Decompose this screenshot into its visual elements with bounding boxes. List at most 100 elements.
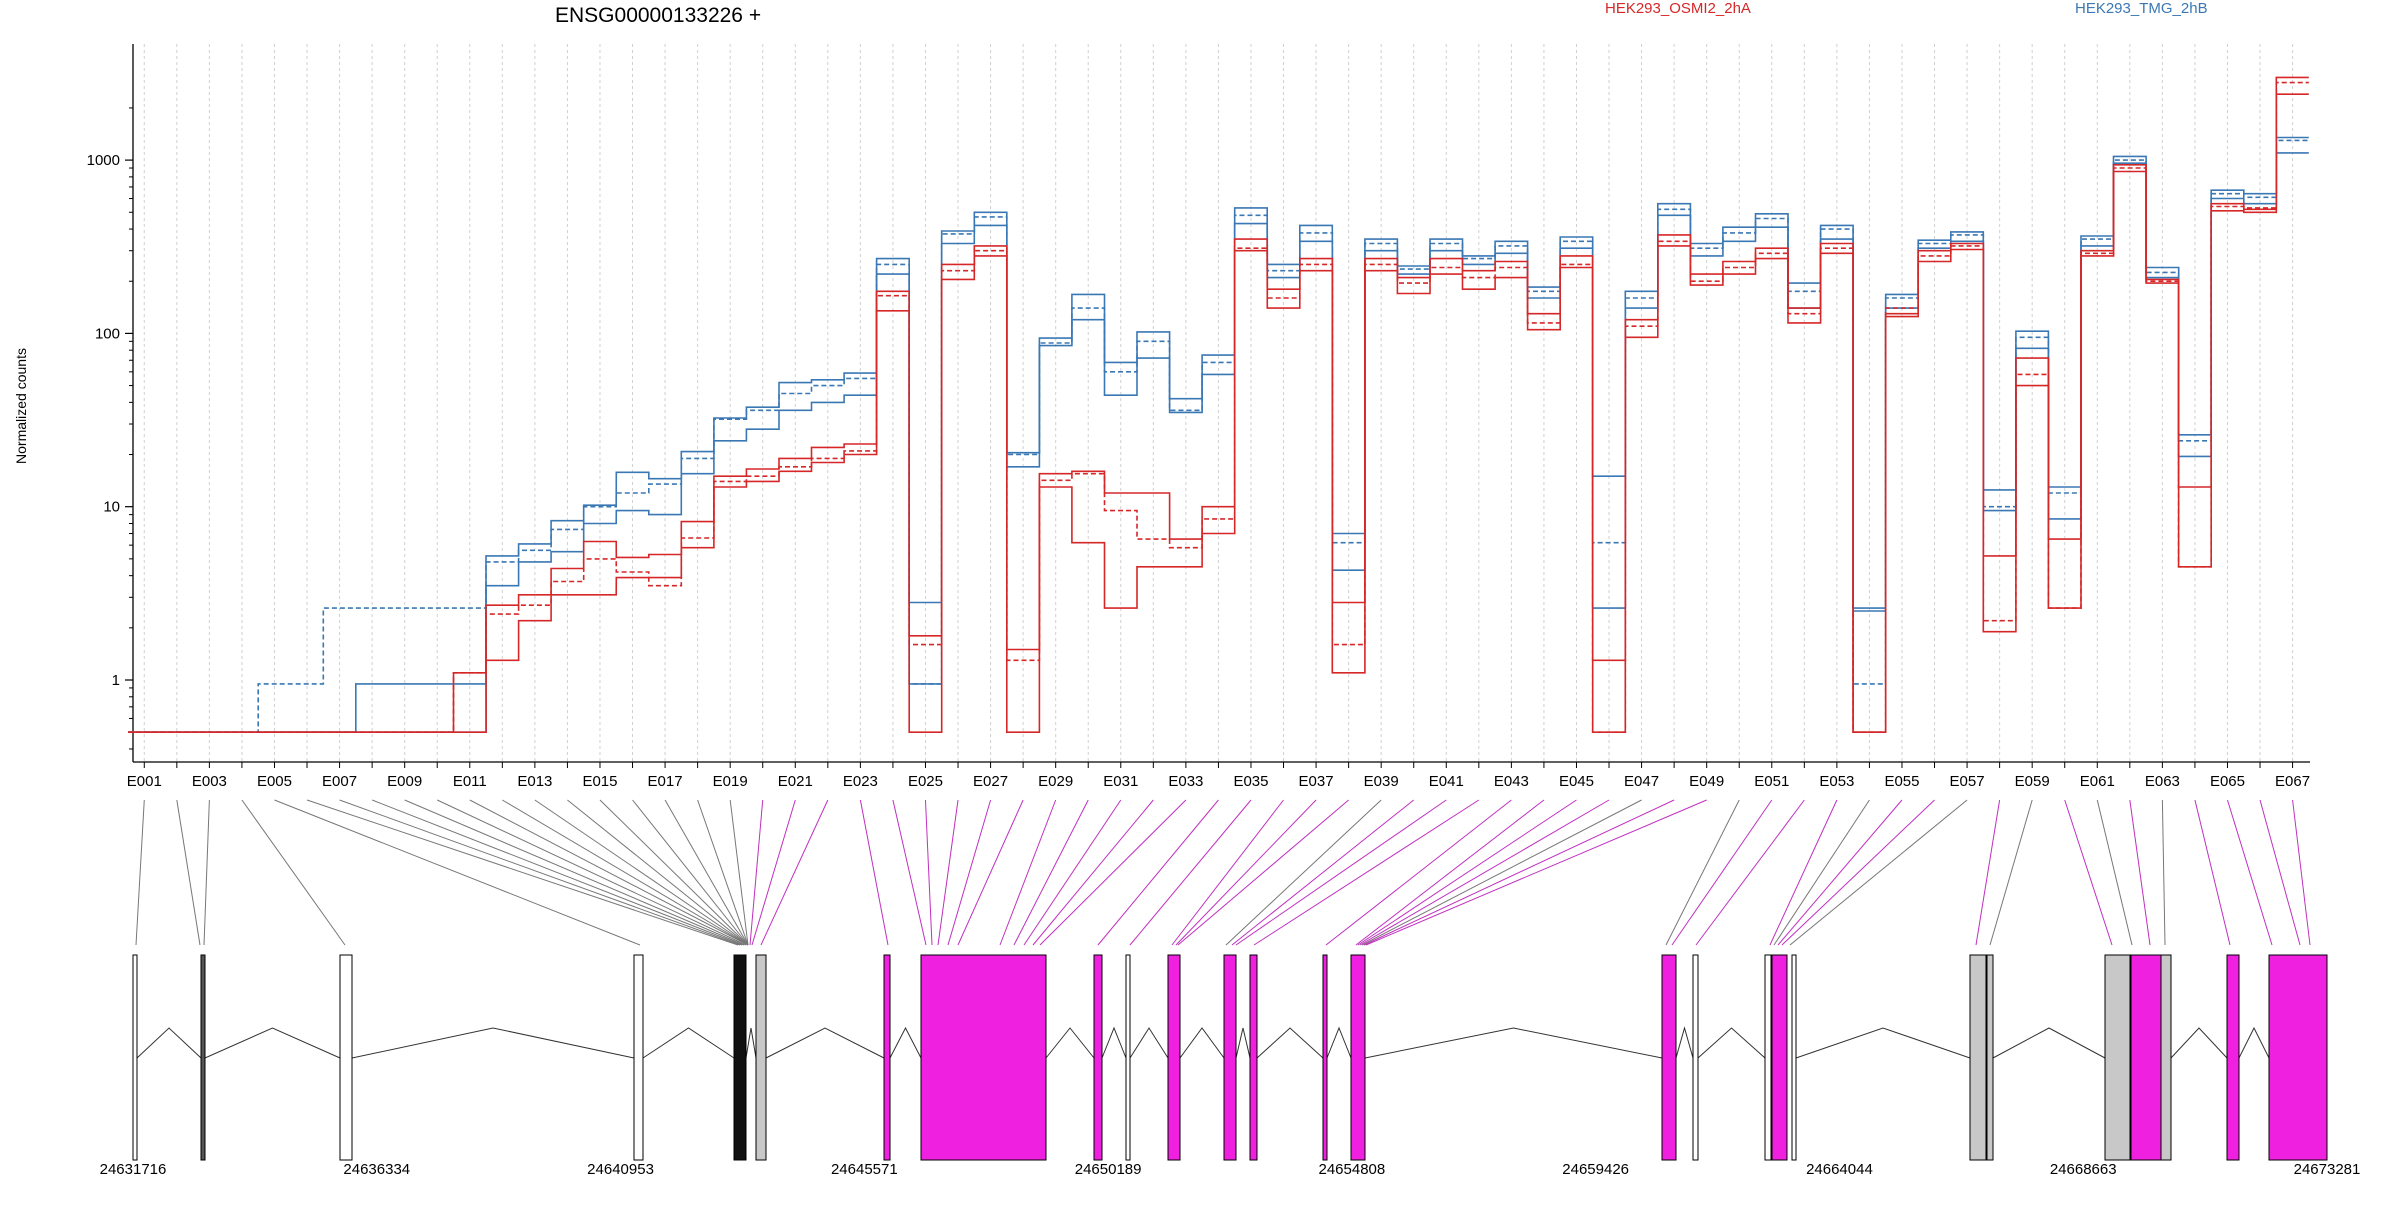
exon-block [633,954,644,1161]
coordinate-label: 24664044 [1806,1161,1873,1178]
coordinate-label: 24631716 [100,1161,167,1178]
intron-line [1675,1026,1694,1059]
x-tick-label: E019 [713,773,748,790]
exon-connector-line [924,799,933,946]
x-tick-label: E053 [1819,773,1854,790]
intron-line [2238,1026,2270,1059]
x-tick-label: E011 [453,773,487,790]
x-tick-label: E005 [257,773,292,790]
exon-connector-line [1225,799,1382,946]
exon-connector-line [567,799,749,946]
coordinate-label: 24673281 [2294,1161,2361,1178]
chart-title: ENSG00000133226 + [555,4,761,27]
exon-block [1350,954,1366,1161]
exon-block [2160,954,2172,1161]
x-tick-label: E001 [127,773,162,790]
intron-line [351,1027,635,1059]
x-tick-label: E013 [517,773,552,790]
series-line-red [128,76,2309,733]
x-tick-label: E067 [2275,773,2310,790]
exon-connector-line [339,799,741,946]
exon-connector-line [1975,799,2001,946]
coordinate-labels: 24631716 24636334 24640953 24645571 24650189… [100,1161,2361,1178]
exon-block [132,954,138,1161]
x-tick-label: E055 [1884,773,1919,790]
y-tick-label: 100 [95,325,120,342]
exon-block [1223,954,1237,1161]
intron-line [1992,1027,2106,1059]
y-ticks: 1 10 100 1000 [87,107,133,750]
y-tick-label: 1 [112,672,120,689]
exon-block [200,954,206,1161]
x-tick-label: E041 [1429,773,1464,790]
exon-connector-line [203,799,210,946]
exon-connector-line [502,799,749,946]
exon-connector-line [135,799,145,946]
exon-block [1167,954,1181,1161]
intron-line [642,1027,735,1059]
exon-connector-line [1325,799,1512,946]
exon-block [1771,954,1788,1161]
exon-connector-line [1129,799,1252,946]
exon-connector-line [1177,799,1349,946]
x-tick-label: E015 [582,773,617,790]
intron-line [1795,1027,1971,1059]
exon-connector-line [1253,799,1480,946]
exon-connector-line [947,799,992,946]
axis-layer [132,44,2310,763]
exon-connector-line [1695,799,1805,946]
intron-line [1326,1026,1352,1059]
intron-line [1129,1027,1169,1059]
x-ticks: E001 E003 E005 E007 E009 E011 E013 E015 E017 E019… [127,762,2310,790]
exon-connector-line [2161,799,2166,946]
intron-line [1045,1027,1095,1059]
exon-connector-line [241,799,346,946]
exon-connector-line [1361,799,1642,946]
intron-line [1256,1027,1324,1059]
exon-connector-line [1175,799,1317,946]
exon-connector-line [1359,799,1610,946]
x-tick-label: E007 [322,773,357,790]
grid-layer [143,44,2294,762]
x-tick-label: E031 [1103,773,1138,790]
exon-block [1692,954,1699,1161]
exon-connector-line [306,799,739,946]
coordinate-label: 24636334 [343,1161,410,1178]
coordinate-label: 24654808 [1319,1161,1386,1178]
exon-block [2104,954,2131,1161]
x-tick-label: E059 [2015,773,2050,790]
exon-connector-line [957,799,1024,946]
exon-block [883,954,891,1161]
exon-connector-line [1363,799,1675,946]
exon-connector-line [371,799,743,946]
exon-block [2130,954,2162,1161]
intron-line [1235,1027,1251,1059]
exon-connector-line [697,799,749,946]
intron-line [1697,1027,1766,1059]
exon-connector-line [1989,799,2033,946]
x-tick-label: E037 [1299,773,1334,790]
coordinate-label: 24659426 [1562,1161,1629,1178]
exon-connector-line [404,799,745,946]
exon-connector-line [1039,799,1187,946]
exon-connector-line [1781,799,1935,946]
exon-connector-line [534,799,749,946]
x-tick-label: E021 [778,773,813,790]
exon-connector-line [1769,799,1838,946]
coordinate-label: 24668663 [2050,1161,2117,1178]
exon-connector-line [599,799,749,946]
exon-connector-line [1789,799,1968,946]
exon-block [2268,954,2328,1161]
x-tick-label: E065 [2210,773,2245,790]
intron-line [1179,1027,1225,1059]
intron-line [136,1027,202,1059]
exon-connector-line [1097,799,1219,946]
intron-line [1101,1026,1127,1059]
exon-connector-line [2129,799,2151,946]
exon-connector-line [1013,799,1089,946]
legend-entry-tmg: HEK293_TMG_2hB [2075,0,2208,17]
gene-model [132,954,2328,1161]
exon-connector-line [1777,799,1903,946]
exon-connector-line [749,799,764,946]
